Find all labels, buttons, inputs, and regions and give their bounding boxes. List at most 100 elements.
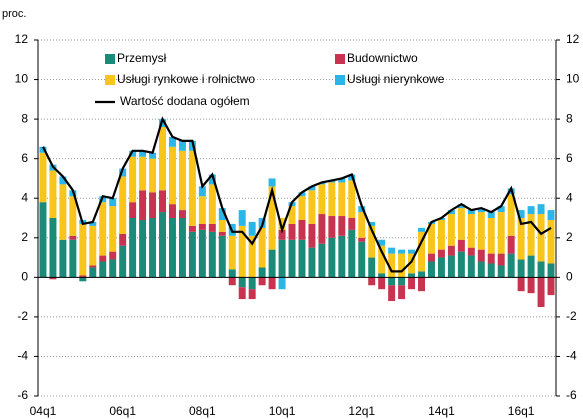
bar-segment — [89, 267, 97, 278]
bar-segment — [418, 271, 426, 278]
bar-segment — [39, 152, 47, 203]
legend-label: Budownictwo — [347, 51, 418, 65]
bar-segment — [537, 277, 545, 307]
bar-segment — [358, 212, 366, 238]
bar-segment — [168, 218, 176, 278]
y-tick-label: -6 — [17, 388, 28, 402]
bar-segment — [119, 233, 127, 246]
bar-segment — [258, 227, 266, 268]
x-tick-label: 10q1 — [269, 404, 296, 418]
bar-segment — [278, 239, 286, 278]
bar-segment — [49, 277, 57, 280]
bar-segment — [99, 202, 107, 256]
bar-segment — [408, 277, 416, 290]
bar-segment — [547, 277, 555, 296]
bar-segment — [427, 223, 435, 254]
bar-segment — [318, 214, 326, 244]
bar-segment — [198, 196, 206, 224]
x-tick-label: 06q1 — [109, 404, 136, 418]
bar-segment — [278, 229, 286, 240]
bar-segment — [178, 150, 186, 211]
bar-segment — [338, 182, 346, 217]
bar-segment — [49, 218, 57, 278]
bar-segment — [149, 158, 157, 193]
bar-segment — [188, 150, 196, 226]
bar-segment — [497, 206, 505, 213]
x-tick-label: 14q1 — [428, 404, 455, 418]
bar-segment — [139, 156, 147, 191]
bar-segment — [477, 212, 485, 250]
bar-segment — [457, 208, 465, 240]
y-tick-label: -2 — [17, 309, 28, 323]
bar-segment — [159, 190, 167, 213]
bar-segment — [79, 275, 87, 278]
bar-segment — [248, 235, 256, 278]
y2-tick-label: 6 — [566, 151, 573, 165]
bar-segment — [467, 214, 475, 248]
bar-segment — [109, 198, 117, 207]
bar-segment — [99, 255, 107, 262]
bar-segment — [328, 216, 336, 238]
bar-segment — [139, 190, 147, 220]
legend-label: Wartość dodana ogółem — [120, 94, 250, 108]
bar-segment — [288, 239, 296, 278]
y2-tick-label: 10 — [566, 72, 580, 86]
bar-segment — [268, 249, 276, 278]
y-axis-label: proc. — [2, 8, 26, 20]
bar-segment — [338, 178, 346, 183]
bar-segment — [268, 277, 276, 290]
bar-segment — [238, 277, 246, 288]
bar-segment — [218, 235, 226, 278]
bar-segment — [228, 269, 236, 278]
bar-segment — [437, 249, 445, 258]
bar-segment — [408, 249, 416, 254]
y-tick-label: -4 — [17, 349, 28, 363]
y2-tick-label: 2 — [566, 230, 573, 244]
bar-segment — [358, 237, 366, 242]
bar-segment — [228, 277, 236, 286]
bar-segment — [188, 225, 196, 232]
bar-segment — [527, 255, 535, 278]
y2-tick-label: 12 — [566, 32, 580, 46]
y-tick-label: 2 — [21, 230, 28, 244]
bar-segment — [398, 249, 406, 254]
bar-segment — [537, 261, 545, 278]
bar-segment — [129, 202, 137, 218]
legend-swatch — [335, 75, 345, 85]
bar-segment — [178, 210, 186, 218]
bar-segment — [348, 218, 356, 230]
bar-segment — [487, 253, 495, 264]
bar-segment — [129, 156, 137, 203]
bar-segment — [308, 223, 316, 248]
bar-segment — [59, 184, 67, 240]
bar-segment — [208, 231, 216, 278]
bar-segment — [89, 225, 97, 266]
bar-segment — [368, 221, 376, 226]
bar-segment — [39, 146, 47, 153]
bar-segment — [59, 239, 67, 278]
bar-segment — [497, 212, 505, 254]
x-tick-label: 12q1 — [348, 404, 375, 418]
bar-segment — [268, 178, 276, 187]
bar-segment — [487, 263, 495, 278]
bar-segment — [358, 241, 366, 278]
bar-segment — [159, 119, 167, 128]
bar-segment — [507, 253, 515, 278]
bar-segment — [467, 255, 475, 278]
bar-segment — [378, 239, 386, 246]
bar-segment — [318, 184, 326, 215]
bar-segment — [328, 237, 336, 278]
bar-segment — [89, 221, 97, 226]
bar-segment — [527, 277, 535, 294]
bar-segment — [338, 216, 346, 236]
bar-segment — [258, 267, 266, 278]
bar-segment — [168, 136, 176, 147]
bar-segment — [477, 261, 485, 278]
bar-segment — [168, 204, 176, 218]
bar-segment — [69, 235, 77, 240]
bar-segment — [457, 251, 465, 278]
bar-segment — [467, 247, 475, 256]
bar-segment — [398, 253, 406, 278]
bar-segment — [159, 127, 167, 191]
bar-segment — [308, 247, 316, 278]
